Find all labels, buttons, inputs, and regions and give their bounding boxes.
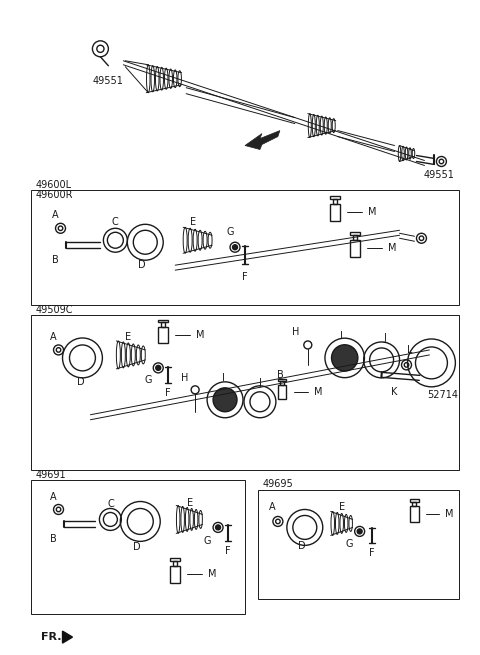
Bar [330,204,340,221]
Text: E: E [339,502,345,512]
Bar [170,566,180,583]
Text: G: G [346,539,353,550]
Bar [158,327,168,343]
Text: 49600L: 49600L [36,180,72,191]
Text: M: M [387,243,396,253]
Text: J: J [259,378,262,388]
Text: C: C [112,217,119,227]
Text: J: J [383,333,386,343]
Text: B: B [52,255,59,265]
Text: D: D [298,542,306,552]
Text: M: M [196,330,204,340]
Text: F: F [225,546,231,556]
Bar [170,558,180,561]
Bar [410,506,419,523]
Text: 52714: 52714 [428,390,458,400]
Text: E: E [190,217,196,227]
Text: D: D [138,260,146,270]
Bar [278,385,286,399]
Bar [31,479,245,614]
Text: K: K [391,387,398,397]
Text: E: E [187,498,193,508]
Circle shape [332,345,358,371]
Bar [258,489,459,599]
Bar [158,320,168,322]
Text: M: M [208,569,216,579]
Text: B: B [50,534,57,544]
Text: H: H [292,327,300,337]
Text: 49691: 49691 [36,470,66,479]
Bar [173,561,177,566]
Text: M: M [314,387,322,397]
Bar [333,198,337,204]
Circle shape [213,388,237,412]
Text: A: A [50,491,57,502]
Text: 49509C: 49509C [36,305,73,315]
Bar [349,240,360,257]
Text: FR.: FR. [41,632,61,642]
Text: M: M [368,208,376,217]
Bar [278,379,286,381]
Text: E: E [125,332,132,342]
Text: G: G [226,227,234,237]
Text: L: L [407,345,412,355]
Text: D: D [133,542,141,552]
Bar [280,381,284,385]
Text: A: A [52,210,59,220]
Text: 49551: 49551 [424,170,455,180]
Text: F: F [166,388,171,398]
Bar [349,232,360,234]
Text: 49695: 49695 [263,479,294,489]
Text: G: G [204,536,211,546]
Text: F: F [242,272,248,282]
Text: G: G [144,375,152,385]
Bar [31,315,459,470]
Bar [31,191,459,305]
Text: A: A [50,332,57,342]
Text: I: I [340,331,343,341]
Circle shape [357,529,362,534]
Text: 49551: 49551 [93,76,124,86]
Bar [161,322,165,327]
Polygon shape [62,631,72,643]
Circle shape [232,245,238,250]
Text: 49600R: 49600R [36,191,73,200]
Text: M: M [445,510,454,519]
Text: H: H [181,373,189,383]
Text: A: A [269,502,275,512]
Circle shape [156,365,161,370]
Text: D: D [77,377,84,387]
Polygon shape [245,130,280,149]
Text: C: C [107,500,114,510]
Text: I: I [222,373,225,383]
Text: B: B [276,370,283,380]
Circle shape [216,525,220,530]
Bar [410,499,419,502]
Bar [412,502,417,506]
Bar [352,234,357,240]
Text: F: F [369,548,374,558]
Bar [330,196,340,198]
